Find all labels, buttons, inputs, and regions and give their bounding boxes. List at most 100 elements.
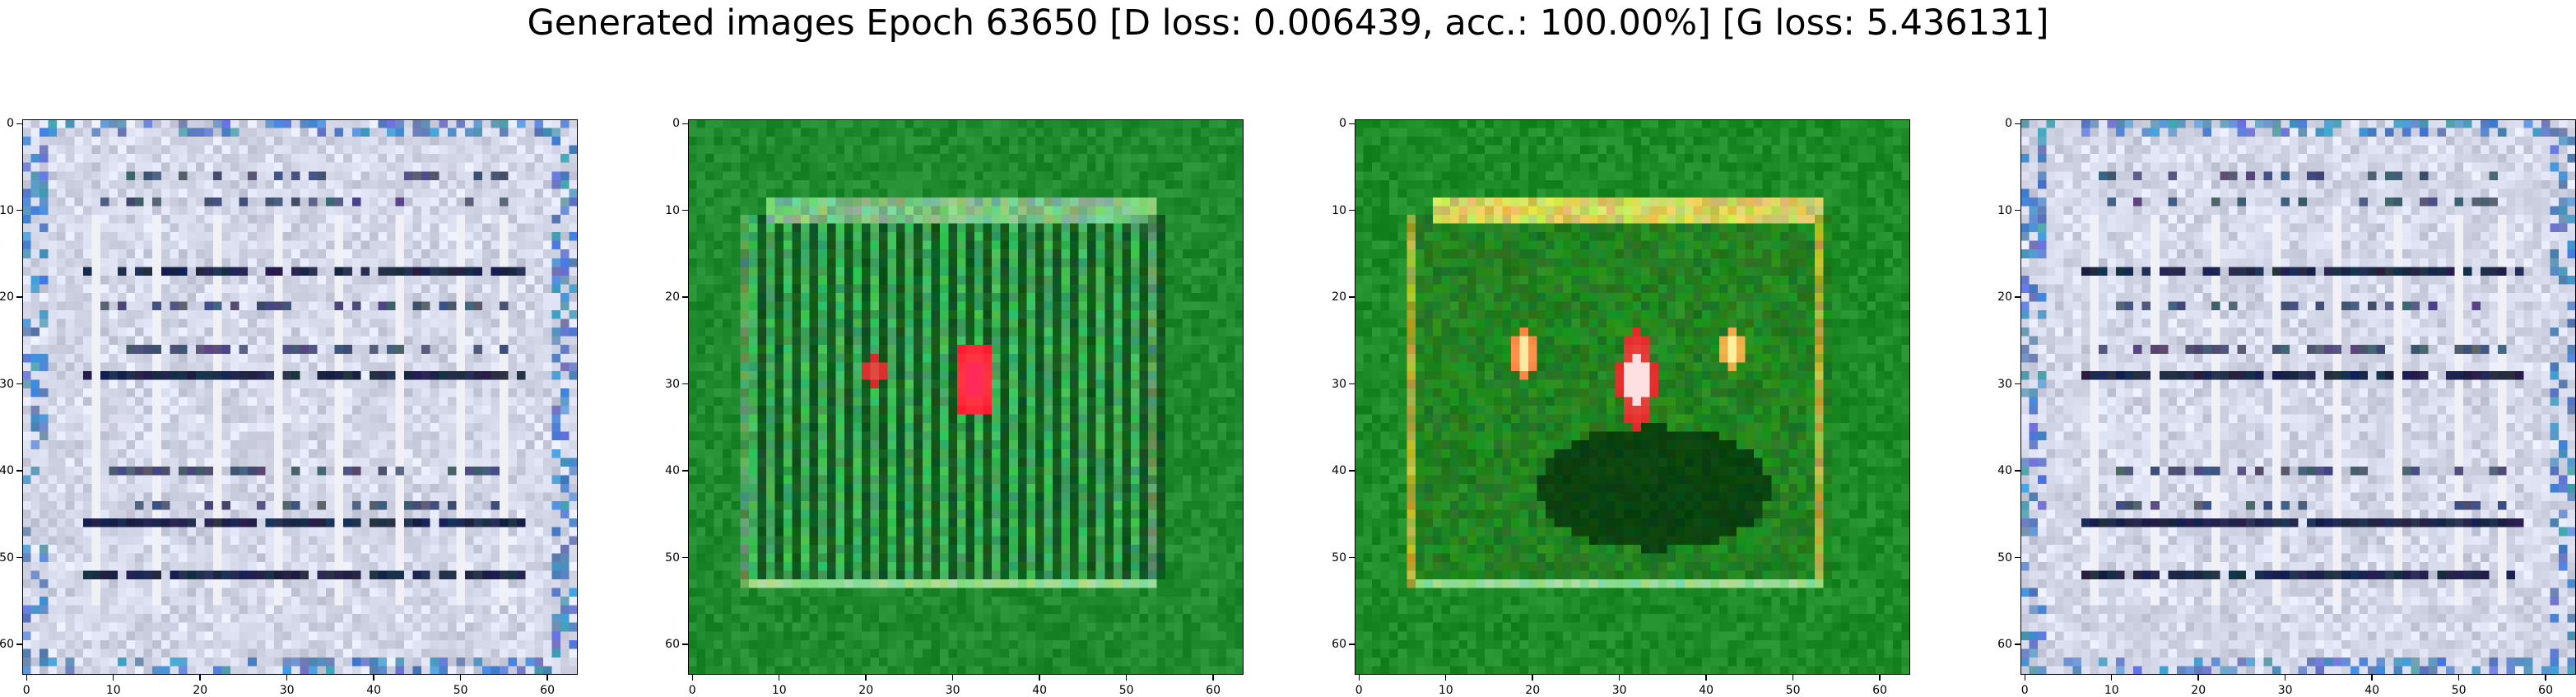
y-tick-label: 50 (665, 551, 680, 565)
y-tick-label: 40 (1332, 464, 1346, 478)
y-tick-label: 50 (0, 551, 14, 565)
x-tick (1532, 675, 1533, 681)
y-tick-label: 60 (665, 638, 680, 652)
y-tick (682, 123, 688, 125)
x-tick-label: 30 (2277, 684, 2293, 697)
x-tick-label: 60 (1872, 684, 1887, 697)
y-tick (1349, 470, 1355, 472)
y-tick-label: 30 (1332, 377, 1346, 391)
x-tick-label: 20 (193, 684, 208, 697)
x-tick (1618, 675, 1620, 681)
x-tick (459, 675, 462, 681)
y-tick (16, 383, 22, 385)
y-tick (1349, 123, 1355, 125)
x-tick (1705, 675, 1707, 681)
x-tick (1879, 675, 1881, 681)
x-tick-label: 0 (22, 684, 30, 697)
generated-image-4 (2020, 119, 2576, 675)
x-tick (1039, 675, 1040, 681)
y-tick (2015, 383, 2020, 385)
x-tick-label: 20 (2191, 684, 2206, 697)
y-tick-label: 20 (665, 290, 680, 304)
x-tick-label: 60 (540, 684, 555, 697)
y-tick-label: 30 (1997, 377, 2012, 391)
y-tick (16, 556, 22, 559)
x-tick-label: 50 (1785, 684, 1801, 697)
y-tick (682, 644, 688, 645)
x-tick (373, 675, 374, 681)
y-tick (682, 296, 688, 298)
x-tick (286, 675, 288, 681)
x-tick (199, 675, 201, 681)
panel-1: 0 10 20 30 40 50 60 0 10 20 30 40 50 60 (0, 117, 578, 697)
y-tick (2015, 556, 2020, 559)
y-tick (1349, 556, 1355, 559)
y-tick (16, 209, 22, 211)
generated-image-3 (1355, 119, 1910, 675)
y-tick-label: 0 (2005, 117, 2012, 131)
y-tick (16, 123, 22, 125)
panel-2: 0 10 20 30 40 50 60 0 10 20 30 40 50 60 (665, 117, 1244, 697)
y-tick-label: 10 (665, 203, 680, 217)
y-tick-label: 50 (1997, 551, 2012, 565)
x-tick (2545, 675, 2546, 681)
x-tick (2110, 675, 2113, 681)
x-tick-label: 60 (2538, 684, 2553, 697)
x-tick (1358, 675, 1360, 681)
y-tick-label: 10 (0, 203, 14, 217)
y-tick (1349, 644, 1355, 645)
y-tick-label: 60 (0, 638, 14, 652)
y-tick (1349, 383, 1355, 385)
x-tick-label: 50 (2451, 684, 2467, 697)
x-tick-label: 30 (945, 684, 960, 697)
y-tick-label: 30 (665, 377, 680, 391)
y-tick-label: 40 (665, 464, 680, 478)
y-tick (682, 209, 688, 211)
y-tick (1349, 209, 1355, 211)
generated-image-2 (688, 119, 1244, 675)
y-tick (16, 644, 22, 645)
y-tick-label: 0 (7, 117, 14, 131)
x-tick (1444, 675, 1447, 681)
y-tick-label: 60 (1332, 638, 1346, 652)
x-tick-label: 10 (105, 684, 121, 697)
x-tick (2284, 675, 2286, 681)
x-tick (26, 675, 28, 681)
panel-4: 0 10 20 30 40 50 60 0 10 20 30 40 50 60 (1997, 117, 2576, 697)
y-tick-label: 20 (1332, 290, 1346, 304)
x-tick (865, 675, 867, 681)
y-tick-label: 20 (1997, 290, 2012, 304)
y-tick-label: 30 (0, 377, 14, 391)
y-tick (16, 296, 22, 298)
y-tick (682, 470, 688, 472)
x-tick (1792, 675, 1794, 681)
x-tick-label: 40 (1032, 684, 1048, 697)
x-tick-label: 50 (453, 684, 468, 697)
x-tick-label: 0 (2020, 684, 2029, 697)
y-tick-label: 10 (1997, 203, 2012, 217)
x-tick-label: 40 (366, 684, 382, 697)
x-tick-label: 0 (1355, 684, 1363, 697)
x-tick (691, 675, 694, 681)
x-tick-label: 60 (1206, 684, 1221, 697)
y-tick-label: 40 (0, 464, 14, 478)
x-tick (2457, 675, 2460, 681)
y-tick-label: 0 (672, 117, 680, 131)
x-tick (1212, 675, 1214, 681)
x-tick (1125, 675, 1128, 681)
y-tick-label: 0 (1339, 117, 1346, 131)
x-tick (2197, 675, 2199, 681)
y-tick (16, 470, 22, 472)
x-tick (2024, 675, 2026, 681)
x-tick-label: 20 (858, 684, 874, 697)
y-tick-label: 20 (0, 290, 14, 304)
x-tick (546, 675, 548, 681)
y-tick-label: 10 (1332, 203, 1346, 217)
x-tick-label: 30 (279, 684, 295, 697)
x-tick (112, 675, 114, 681)
x-tick (778, 675, 780, 681)
x-tick-label: 30 (1611, 684, 1627, 697)
x-tick-label: 50 (1118, 684, 1134, 697)
x-tick-label: 40 (2364, 684, 2380, 697)
y-tick-label: 60 (1997, 638, 2012, 652)
